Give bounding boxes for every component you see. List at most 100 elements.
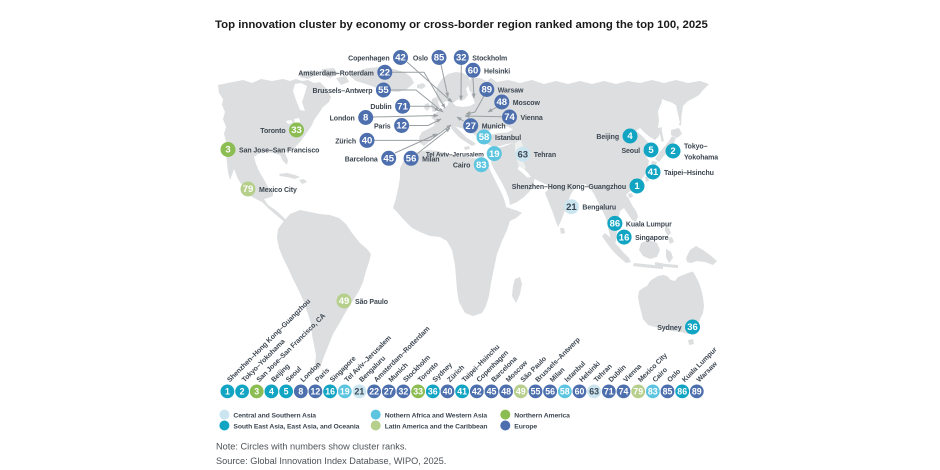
svg-text:Brussels–Antwerp: Brussels–Antwerp <box>313 88 373 95</box>
svg-text:2: 2 <box>670 146 675 157</box>
svg-text:41: 41 <box>457 386 467 396</box>
svg-text:Tehran: Tehran <box>534 152 556 159</box>
svg-text:Amsterdam–Rotterdam: Amsterdam–Rotterdam <box>298 70 374 77</box>
svg-text:Oslo: Oslo <box>413 56 428 63</box>
svg-text:8: 8 <box>363 113 368 124</box>
svg-text:32: 32 <box>399 386 409 396</box>
svg-text:79: 79 <box>243 184 254 195</box>
svg-text:South East Asia, East Asia, an: South East Asia, East Asia, and Oceania <box>233 424 359 431</box>
svg-text:83: 83 <box>476 160 487 171</box>
svg-text:42: 42 <box>395 53 406 64</box>
svg-text:56: 56 <box>545 386 555 396</box>
svg-text:45: 45 <box>383 154 394 165</box>
svg-text:Kuala Lumpur: Kuala Lumpur <box>626 221 672 228</box>
svg-text:71: 71 <box>397 101 408 112</box>
svg-text:49: 49 <box>339 296 350 307</box>
svg-text:Copenhagen: Copenhagen <box>348 56 389 63</box>
svg-text:5: 5 <box>284 386 289 396</box>
svg-text:Munich: Munich <box>482 124 506 131</box>
svg-text:27: 27 <box>465 121 476 132</box>
svg-text:Europe: Europe <box>514 424 537 431</box>
svg-text:Nothern Africa and Western Asi: Nothern Africa and Western Asia <box>385 413 488 420</box>
svg-text:48: 48 <box>497 97 508 108</box>
svg-text:16: 16 <box>619 232 630 243</box>
svg-text:83: 83 <box>648 386 658 396</box>
svg-text:Source: Global Innovation Inde: Source: Global Innovation Index Database… <box>216 456 446 466</box>
svg-text:74: 74 <box>504 112 515 123</box>
svg-text:Stockholm: Stockholm <box>472 56 507 63</box>
svg-text:86: 86 <box>677 386 687 396</box>
svg-text:19: 19 <box>489 149 500 160</box>
svg-text:Singapore: Singapore <box>635 235 669 242</box>
svg-text:Beijing: Beijing <box>596 134 619 141</box>
svg-text:58: 58 <box>560 386 570 396</box>
svg-text:63: 63 <box>589 386 599 396</box>
svg-text:San Jose–San Francisco: San Jose–San Francisco <box>239 148 319 155</box>
svg-text:89: 89 <box>482 85 493 96</box>
svg-text:55: 55 <box>531 386 541 396</box>
svg-text:Sydney: Sydney <box>657 325 682 332</box>
svg-text:4: 4 <box>627 131 633 142</box>
svg-text:Vienna: Vienna <box>521 115 543 122</box>
svg-text:Yokohama: Yokohama <box>684 154 718 161</box>
svg-text:Seoul: Seoul <box>621 148 640 155</box>
svg-text:1: 1 <box>634 181 640 192</box>
svg-text:45: 45 <box>487 386 497 396</box>
svg-text:89: 89 <box>692 386 702 396</box>
svg-text:2: 2 <box>240 386 245 396</box>
svg-text:Tokyo–: Tokyo– <box>684 143 708 150</box>
svg-text:Paris: Paris <box>374 124 391 131</box>
svg-text:85: 85 <box>434 53 445 64</box>
svg-text:5: 5 <box>648 145 654 156</box>
svg-text:21: 21 <box>355 386 365 396</box>
svg-text:41: 41 <box>648 167 659 178</box>
svg-text:1: 1 <box>225 386 230 396</box>
svg-text:42: 42 <box>472 386 482 396</box>
svg-text:40: 40 <box>362 136 373 147</box>
svg-text:Taipei–Hsinchu: Taipei–Hsinchu <box>664 170 714 177</box>
svg-text:Top innovation cluster by econ: Top innovation cluster by economy or cro… <box>215 19 709 31</box>
svg-text:85: 85 <box>663 386 673 396</box>
svg-text:3: 3 <box>225 145 230 156</box>
svg-text:79: 79 <box>633 386 643 396</box>
svg-text:74: 74 <box>619 386 629 396</box>
svg-text:Cairo: Cairo <box>453 163 470 170</box>
svg-text:Bengaluru: Bengaluru <box>582 205 616 212</box>
svg-text:48: 48 <box>501 386 511 396</box>
svg-text:27: 27 <box>384 386 394 396</box>
svg-text:Tel Aviv–Jerusalem: Tel Aviv–Jerusalem <box>426 151 484 158</box>
svg-text:60: 60 <box>468 66 479 77</box>
svg-text:12: 12 <box>396 121 407 132</box>
svg-text:21: 21 <box>566 202 577 213</box>
svg-text:56: 56 <box>406 154 417 165</box>
svg-text:Shenzhen–Hong Kong–Guangzhou: Shenzhen–Hong Kong–Guangzhou <box>512 184 626 191</box>
svg-text:São Paulo: São Paulo <box>355 299 388 306</box>
svg-text:86: 86 <box>610 219 621 230</box>
svg-text:33: 33 <box>291 125 302 136</box>
svg-text:Northern America: Northern America <box>514 413 570 420</box>
svg-text:Istanbul: Istanbul <box>495 135 521 142</box>
svg-text:Central and Southern Asia: Central and Southern Asia <box>233 413 316 420</box>
svg-text:Helsinki: Helsinki <box>484 68 510 75</box>
svg-text:London: London <box>330 116 355 123</box>
svg-text:4: 4 <box>269 386 274 396</box>
svg-text:Note: Circles with numbers sh: Note: Circles with numbers show cluster … <box>216 442 407 452</box>
svg-text:63: 63 <box>518 149 529 160</box>
svg-text:Milan: Milan <box>422 156 439 163</box>
svg-text:Dublin: Dublin <box>370 104 391 111</box>
svg-text:12: 12 <box>311 386 321 396</box>
svg-text:36: 36 <box>687 322 698 333</box>
svg-text:36: 36 <box>428 386 438 396</box>
svg-text:22: 22 <box>369 386 379 396</box>
svg-text:3: 3 <box>254 386 259 396</box>
svg-text:Latin America and the Caribbea: Latin America and the Caribbean <box>385 424 488 431</box>
svg-text:Mexico City: Mexico City <box>259 187 297 194</box>
svg-text:8: 8 <box>298 386 303 396</box>
svg-text:58: 58 <box>479 132 490 143</box>
svg-text:Moscow: Moscow <box>513 100 541 107</box>
svg-text:Barcelona: Barcelona <box>345 156 378 163</box>
svg-text:60: 60 <box>575 386 585 396</box>
svg-text:Toronto: Toronto <box>260 128 285 135</box>
svg-text:49: 49 <box>516 386 526 396</box>
svg-text:19: 19 <box>340 386 350 396</box>
